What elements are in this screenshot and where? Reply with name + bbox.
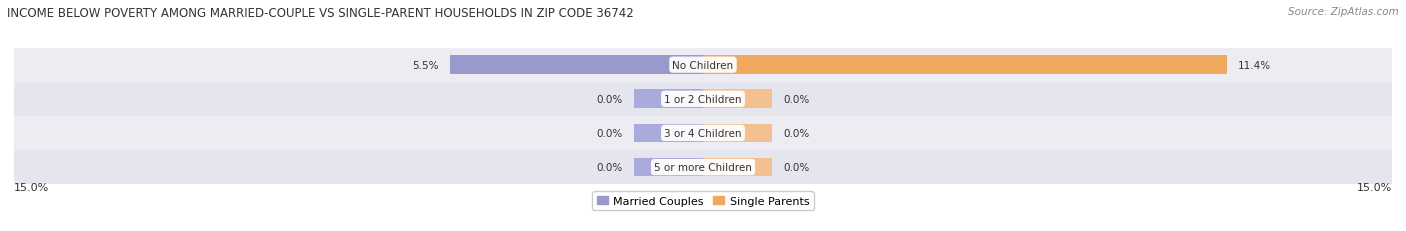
Bar (634, 124, 703, 143)
Bar (634, 90, 703, 109)
Bar (703, 158, 772, 177)
Text: 0.0%: 0.0% (596, 94, 623, 104)
Text: 0.0%: 0.0% (783, 162, 810, 172)
Text: No Children: No Children (672, 60, 734, 70)
Text: 5 or more Children: 5 or more Children (654, 162, 752, 172)
Text: 5.5%: 5.5% (412, 60, 439, 70)
Bar (14, 116, 1392, 150)
Text: 15.0%: 15.0% (1357, 182, 1392, 192)
Bar (703, 90, 772, 109)
Bar (450, 56, 703, 75)
Text: 0.0%: 0.0% (596, 162, 623, 172)
Text: INCOME BELOW POVERTY AMONG MARRIED-COUPLE VS SINGLE-PARENT HOUSEHOLDS IN ZIP COD: INCOME BELOW POVERTY AMONG MARRIED-COUPL… (7, 7, 634, 20)
Text: Source: ZipAtlas.com: Source: ZipAtlas.com (1288, 7, 1399, 17)
Text: 11.4%: 11.4% (1239, 60, 1271, 70)
Bar (703, 56, 1226, 75)
Legend: Married Couples, Single Parents: Married Couples, Single Parents (592, 191, 814, 210)
Bar (14, 48, 1392, 82)
Text: 0.0%: 0.0% (596, 128, 623, 138)
Bar (634, 158, 703, 177)
Bar (703, 124, 772, 143)
Text: 0.0%: 0.0% (783, 94, 810, 104)
Bar (14, 82, 1392, 116)
Text: 0.0%: 0.0% (783, 128, 810, 138)
Text: 15.0%: 15.0% (14, 182, 49, 192)
Text: 1 or 2 Children: 1 or 2 Children (664, 94, 742, 104)
Text: 3 or 4 Children: 3 or 4 Children (664, 128, 742, 138)
Bar (14, 150, 1392, 184)
